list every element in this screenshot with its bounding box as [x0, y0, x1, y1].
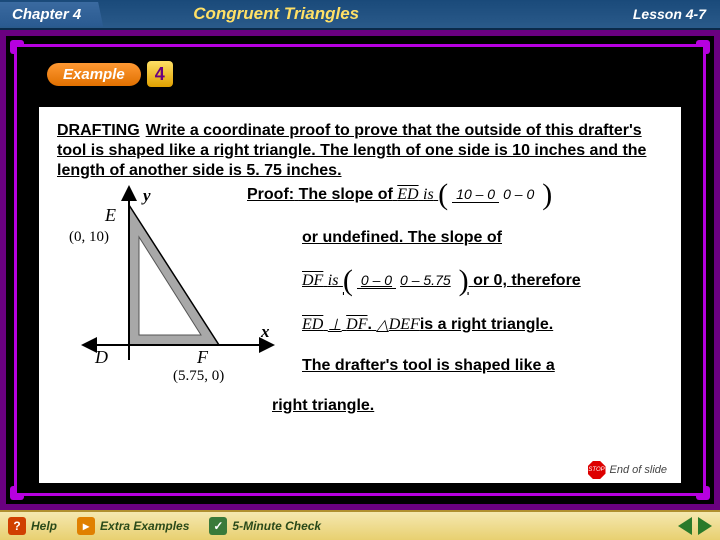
svg-text:(0, 10): (0, 10) [69, 229, 109, 245]
proof-lead-row: Proof: The slope of ED is (10 – 00 – 0) [247, 183, 663, 207]
paren-close2: ) [459, 269, 469, 293]
perp-symbol [328, 315, 342, 335]
svg-text:E: E [104, 205, 116, 225]
segment-ed2: ED [302, 316, 323, 334]
proof-row-2: or undefined. The slope of [302, 229, 663, 247]
proof-body: or undefined. The slope of DF is (0 – 00… [302, 229, 663, 415]
svg-text:y: y [141, 186, 151, 205]
fraction-2: 0 – 00 – 5.75 [357, 272, 455, 290]
prev-arrow-icon[interactable] [678, 517, 692, 535]
extra-label: Extra Examples [100, 519, 189, 533]
slide-content: DRAFTINGWrite a coordinate proof to prov… [39, 107, 681, 483]
proof-is2: is [328, 272, 339, 290]
paren-open: ( [438, 183, 448, 207]
proof-row-4: ED DF. DEF is a right triangle. [302, 315, 663, 335]
svg-text:D: D [94, 347, 108, 367]
proof-is: is [423, 186, 434, 203]
nav-arrows [678, 517, 712, 535]
extra-examples-button[interactable]: ▸ Extra Examples [77, 517, 189, 535]
frac2-den: 0 – 5.75 [396, 272, 455, 288]
proof-line3-tail: or 0, therefore [473, 272, 581, 290]
proof-line5: The drafter's tool is shaped like a [302, 357, 555, 375]
five-label: 5-Minute Check [232, 519, 321, 533]
problem-tag: DRAFTING [57, 122, 140, 139]
stop-icon: STOP [588, 461, 606, 479]
clock-icon: ✓ [209, 517, 227, 535]
triangle-symbol [376, 315, 388, 335]
fraction-1: 10 – 00 – 0 [452, 186, 538, 204]
segment-df2: DF [346, 316, 367, 334]
frac1-num: 10 – 0 [452, 186, 499, 203]
segment-ed: ED [397, 186, 418, 203]
lesson-label: Lesson 4-7 [633, 6, 706, 22]
svg-text:(5.75, 0): (5.75, 0) [173, 368, 224, 384]
period: . [368, 316, 372, 334]
svg-text:x: x [260, 322, 270, 341]
example-label: Example [47, 63, 141, 86]
example-badge: Example 4 [47, 61, 173, 87]
bottom-bar: ? Help ▸ Extra Examples ✓ 5-Minute Check [0, 510, 720, 540]
coordinate-figure: y x E (0, 10) D F (5.75, 0) [49, 185, 279, 385]
next-arrow-icon[interactable] [698, 517, 712, 535]
chapter-tab: Chapter 4 [0, 2, 103, 27]
inner-frame: Example 4 DRAFTINGWrite a coordinate pro… [14, 44, 706, 496]
proof-row-3: DF is (0 – 00 – 5.75) or 0, therefore [302, 269, 663, 293]
extra-icon: ▸ [77, 517, 95, 535]
proof-row-6: right triangle. [272, 397, 663, 415]
end-of-slide: STOP End of slide [588, 461, 667, 479]
proof-line1a: The slope of [299, 186, 393, 203]
help-icon: ? [8, 517, 26, 535]
frac1-den: 0 – 0 [499, 186, 538, 202]
help-button[interactable]: ? Help [8, 517, 57, 535]
paren-close: ) [542, 183, 552, 207]
slide-frame: Example 4 DRAFTINGWrite a coordinate pro… [0, 30, 720, 510]
top-bar: Chapter 4 Congruent Triangles Lesson 4-7 [0, 0, 720, 30]
triangle-def: DEF [389, 316, 420, 334]
end-of-slide-text: End of slide [610, 464, 667, 476]
five-minute-check-button[interactable]: ✓ 5-Minute Check [209, 517, 321, 535]
paren-open2: ( [343, 269, 353, 293]
proof-row-5: The drafter's tool is shaped like a [302, 357, 663, 375]
example-number: 4 [147, 61, 173, 87]
frac2-num: 0 – 0 [357, 272, 396, 289]
chapter-title: Congruent Triangles [193, 4, 359, 24]
proof-line4-tail: is a right triangle. [420, 316, 553, 334]
proof-line2: or undefined. The slope of [302, 229, 502, 247]
proof-line6: right triangle. [272, 397, 374, 415]
problem-text: Write a coordinate proof to prove that t… [57, 122, 646, 179]
help-label: Help [31, 519, 57, 533]
svg-text:F: F [196, 347, 209, 367]
segment-df: DF [302, 272, 323, 290]
problem-statement: DRAFTINGWrite a coordinate proof to prov… [57, 121, 663, 181]
